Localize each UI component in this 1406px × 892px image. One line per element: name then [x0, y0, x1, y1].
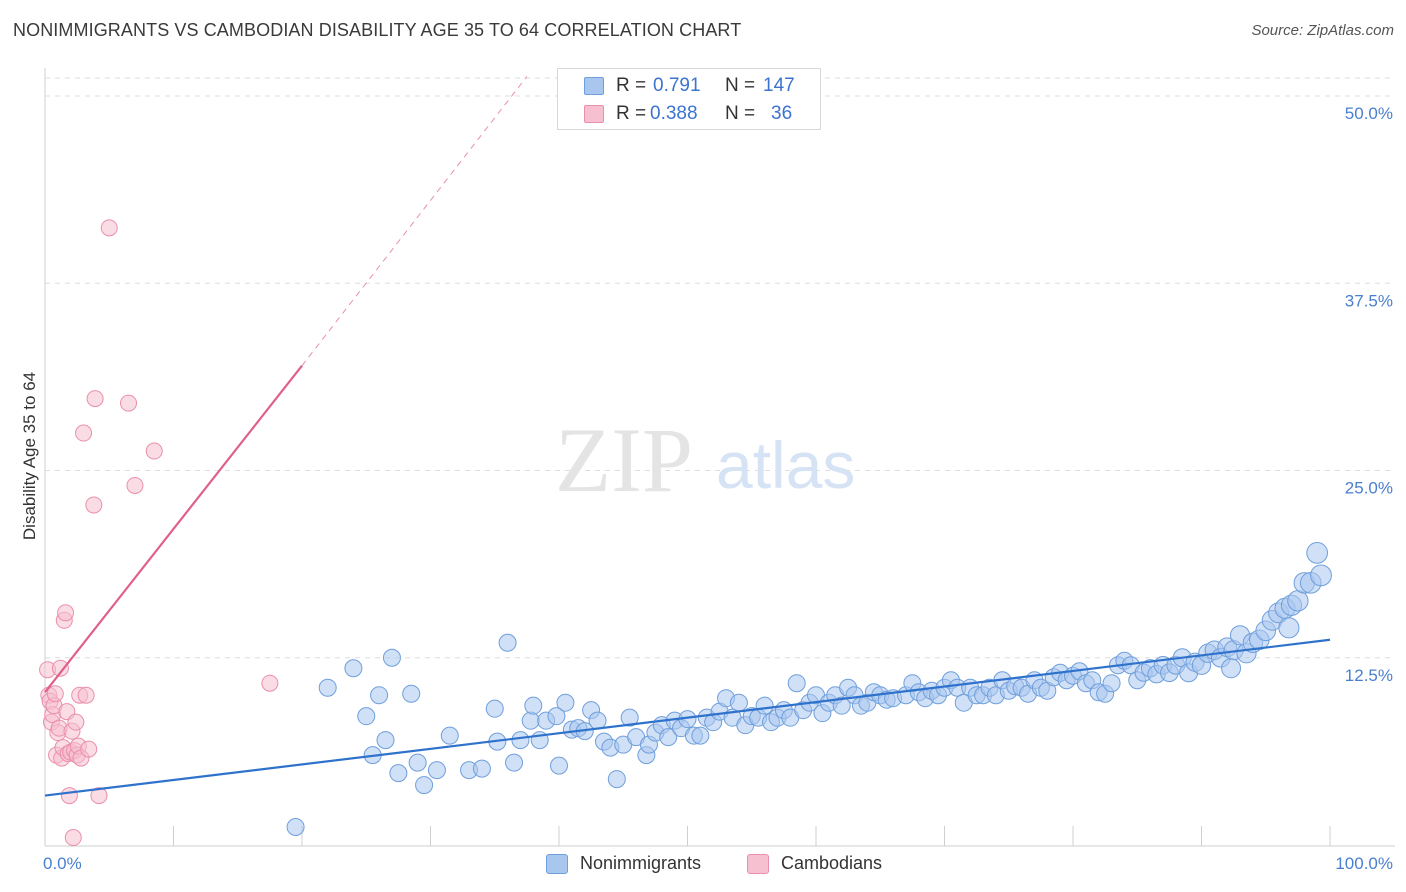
cambodians-point [51, 659, 69, 677]
nonimmigrants-point [620, 708, 639, 727]
cambodians-point [120, 394, 138, 412]
nonimmigrants-point [550, 756, 568, 775]
cambodians-point [126, 476, 144, 494]
cambodians-trend-line [44, 364, 303, 693]
n-value: 147 [763, 75, 795, 96]
n-value: 36 [771, 103, 793, 124]
series-legend: Nonimmigrants Cambodians [0, 852, 1406, 878]
nonimmigrants-point [832, 696, 851, 715]
nonimmigrants-point [357, 707, 376, 726]
cambodians-point [77, 686, 95, 704]
stats-legend: R = 0.791 N = 147 R = 0.388 N = 36 [557, 68, 821, 130]
y-tick-label: 25.0% [1345, 479, 1393, 498]
nonimmigrants-point [382, 648, 401, 667]
r-label: R = [616, 103, 647, 124]
cambodians-point [46, 685, 64, 703]
cambodians-points [39, 219, 279, 847]
cambodians-point [57, 604, 75, 622]
nonimmigrants-points [286, 542, 1332, 837]
nonimmigrants-point [1310, 564, 1332, 587]
nonimmigrants-point [1221, 658, 1242, 679]
cambodians-point [261, 674, 279, 692]
nonimmigrants-point [485, 699, 504, 718]
nonimmigrants-point [521, 711, 540, 730]
legend-label: Cambodians [781, 853, 883, 873]
cambodians-point [100, 219, 118, 237]
nonimmigrants-point [415, 776, 434, 795]
y-axis-title: Disability Age 35 to 64 [20, 372, 39, 540]
cambodians-point [85, 496, 103, 514]
nonimmigrants-point [318, 678, 337, 697]
nonimmigrants-point [1102, 674, 1121, 693]
nonimmigrants-point [588, 711, 607, 730]
x-tick-label: 100.0% [1335, 854, 1393, 873]
nonimmigrants-point [472, 759, 491, 778]
chart-title: NONIMMIGRANTS VS CAMBODIAN DISABILITY AG… [13, 20, 742, 40]
nonimmigrants-legend-swatch [546, 854, 568, 874]
nonimmigrants-trend-line [44, 638, 1331, 797]
nonimmigrants-point [1306, 542, 1329, 564]
tick-labels: 12.5% 25.0% 37.5% 50.0% 0.0% 100.0% [43, 104, 1393, 873]
nonimmigrants-point [505, 753, 524, 772]
nonimmigrants-point [755, 696, 774, 715]
cambodians-point [60, 787, 78, 805]
nonimmigrants-point [524, 696, 543, 715]
nonimmigrants-point [1278, 617, 1300, 639]
nonimmigrants-point [408, 753, 427, 772]
y-tick-label: 50.0% [1345, 104, 1393, 123]
nonimmigrants-point [376, 731, 395, 750]
nonimmigrants-point [787, 674, 806, 693]
nonimmigrants-swatch [584, 77, 604, 95]
n-label: N = [725, 103, 756, 124]
cambodians-point [64, 829, 82, 847]
nonimmigrants-point [511, 731, 530, 750]
cambodians-swatch [584, 105, 604, 123]
watermark: ZIP atlas [555, 409, 855, 511]
cambodians-point [86, 390, 104, 408]
nonimmigrants-point [1287, 590, 1309, 612]
nonimmigrants-point [659, 728, 678, 747]
r-label: R = [616, 75, 647, 96]
cambodians-point [80, 740, 98, 758]
source-credit: Source: ZipAtlas.com [1251, 22, 1394, 39]
r-value: 0.791 [653, 75, 701, 96]
cambodians-legend-swatch [747, 854, 769, 874]
y-tick-label: 37.5% [1345, 291, 1393, 310]
nonimmigrants-point [286, 818, 305, 837]
nonimmigrants-point [498, 633, 517, 652]
y-tick-label: 12.5% [1345, 666, 1393, 685]
watermark-zip: ZIP [555, 409, 693, 511]
nonimmigrants-point [547, 707, 566, 726]
nonimmigrants-point [344, 659, 363, 678]
cambodians-point [75, 424, 93, 442]
nonimmigrants-point [440, 726, 459, 745]
n-label: N = [725, 75, 756, 96]
nonimmigrants-point [556, 693, 575, 712]
nonimmigrants-point [370, 686, 389, 705]
nonimmigrants-point [607, 770, 626, 789]
watermark-atlas: atlas [716, 428, 855, 502]
nonimmigrants-point [402, 684, 421, 703]
nonimmigrants-point [427, 761, 446, 780]
x-tick-label: 0.0% [43, 854, 82, 873]
grid-lines [45, 77, 1395, 659]
cambodians-point [145, 442, 163, 460]
cambodians-trend-extension [301, 76, 528, 366]
legend-label: Nonimmigrants [580, 853, 702, 873]
r-value: 0.388 [650, 103, 698, 124]
cambodians-point [90, 787, 108, 805]
trend-lines [44, 76, 1331, 797]
nonimmigrants-point [389, 764, 408, 783]
nonimmigrants-point [729, 693, 748, 712]
cambodians-point [67, 713, 85, 731]
nonimmigrants-point [691, 726, 710, 745]
